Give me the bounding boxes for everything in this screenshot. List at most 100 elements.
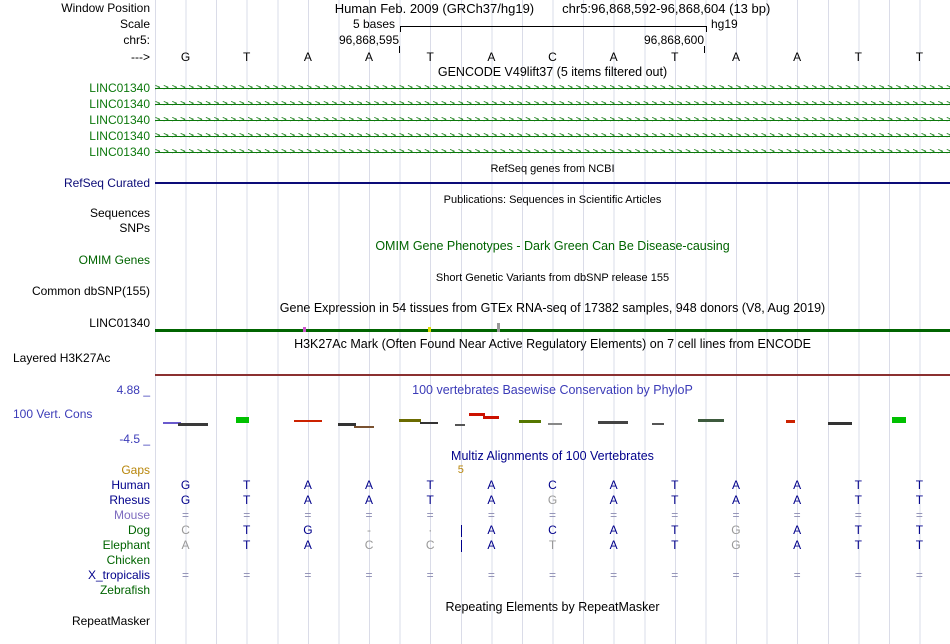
gap-size-label: 5 — [457, 464, 464, 476]
refseq-curated-label[interactable]: RefSeq Curated — [63, 176, 150, 190]
gencode-title[interactable]: GENCODE V49lift37 (5 items filtered out) — [437, 65, 668, 79]
multiz-species-label[interactable]: Rhesus — [109, 493, 150, 507]
alignment-base: T — [854, 493, 862, 507]
alignment-base: A — [609, 523, 618, 537]
alignment-base: A — [487, 478, 496, 492]
multiz-species-label[interactable]: Mouse — [113, 508, 150, 522]
alignment-base: A — [731, 478, 740, 492]
alignment-base: A — [793, 523, 802, 537]
publications-title[interactable]: Publications: Sequences in Scientific Ar… — [443, 194, 662, 206]
base-letter: T — [671, 50, 679, 64]
alignment-base: = — [487, 568, 495, 582]
transcript-line — [155, 104, 950, 105]
coordinate-tick-left — [399, 46, 400, 53]
multiz-row: C T G - · A C A T G A T T — [155, 523, 950, 538]
omim-title[interactable]: OMIM Gene Phenotypes - Dark Green Can Be… — [375, 239, 730, 253]
gtex-track[interactable] — [155, 322, 950, 336]
multiz-species-label[interactable]: Zebrafish — [99, 583, 150, 597]
gencode-track-label[interactable]: LINC01340 — [89, 97, 150, 111]
alignment-base: T — [915, 523, 924, 537]
multiz-species-label[interactable]: Human — [111, 478, 150, 492]
alignment-base: C — [548, 478, 557, 492]
base-letter: A — [487, 50, 496, 64]
alignment-base: T — [243, 493, 251, 507]
alignment-base: T — [671, 538, 679, 552]
omim-genes-label[interactable]: OMIM Genes — [78, 253, 150, 267]
alignment-base: = — [610, 508, 618, 522]
alignment-base: T — [548, 538, 557, 552]
alignment-base: T — [243, 523, 251, 537]
alignment-base: = — [304, 508, 312, 522]
sequences-label[interactable]: Sequences — [89, 206, 150, 220]
alignment-base: G — [731, 523, 741, 537]
dbsnp-label[interactable]: Common dbSNP(155) — [31, 284, 150, 298]
transcript-line — [155, 88, 950, 89]
multiz-title[interactable]: Multiz Alignments of 100 Vertebrates — [451, 449, 654, 463]
gencode-rows: >>>>>>>>>>>>>>>>>>>>>>>>>>>>>>>>>>>>>>>>… — [155, 80, 950, 160]
base-letter: T — [915, 50, 924, 64]
multiz-species-label[interactable]: Chicken — [106, 553, 150, 567]
alignment-base: A — [303, 478, 312, 492]
gencode-track-label[interactable]: LINC01340 — [89, 113, 150, 127]
base-letter: T — [426, 50, 434, 64]
gencode-transcript[interactable]: >>>>>>>>>>>>>>>>>>>>>>>>>>>>>>>>>>>>>>>>… — [155, 80, 950, 96]
alignment-base: A — [487, 493, 496, 507]
strand-arrows: >>>>>>>>>>>>>>>>>>>>>>>>>>>>>>>>>>>>>>>>… — [155, 83, 950, 93]
h3k27ac-label[interactable]: Layered H3K27Ac — [13, 351, 111, 365]
gencode-track-label[interactable]: LINC01340 — [89, 129, 150, 143]
refseq-title[interactable]: RefSeq genes from NCBI — [490, 163, 615, 175]
alignment-base: = — [793, 568, 801, 582]
h3k27ac-track — [155, 374, 950, 376]
gencode-transcript[interactable]: >>>>>>>>>>>>>>>>>>>>>>>>>>>>>>>>>>>>>>>>… — [155, 128, 950, 144]
gencode-transcript[interactable]: >>>>>>>>>>>>>>>>>>>>>>>>>>>>>>>>>>>>>>>>… — [155, 144, 950, 160]
conservation-label[interactable]: 100 Vert. Cons — [13, 407, 93, 421]
multiz-species-label[interactable]: X_tropicalis — [87, 568, 150, 582]
gtex-gene-label[interactable]: LINC01340 — [89, 316, 150, 330]
refseq-curated-track[interactable] — [155, 182, 950, 184]
transcript-line — [155, 136, 950, 137]
gencode-track-label[interactable]: LINC01340 — [89, 81, 150, 95]
alignment-base: A — [487, 523, 496, 537]
repeatmasker-label[interactable]: RepeatMasker — [71, 614, 150, 628]
multiz-species-label[interactable]: Elephant — [102, 538, 150, 552]
repeatmasker-title[interactable]: Repeating Elements by RepeatMasker — [445, 600, 660, 614]
alignment-base: = — [610, 568, 618, 582]
alignment-base: A — [609, 478, 618, 492]
gtex-title[interactable]: Gene Expression in 54 tissues from GTEx … — [279, 301, 826, 315]
multiz-row: = = = = = = = = = = = = = — [155, 508, 950, 523]
alignment-base: T — [854, 478, 862, 492]
gencode-transcript[interactable]: >>>>>>>>>>>>>>>>>>>>>>>>>>>>>>>>>>>>>>>>… — [155, 112, 950, 128]
base-letter: T — [854, 50, 862, 64]
alignment-base: G — [547, 493, 558, 507]
alignment-base: = — [548, 508, 557, 522]
alignment-base: · — [428, 523, 433, 537]
alignment-base: T — [915, 478, 924, 492]
scale-value: 5 bases — [352, 17, 395, 31]
alignment-base: T — [671, 493, 679, 507]
alignment-base: - — [367, 523, 372, 537]
gencode-track-label[interactable]: LINC01340 — [89, 145, 150, 159]
gencode-transcript[interactable]: >>>>>>>>>>>>>>>>>>>>>>>>>>>>>>>>>>>>>>>>… — [155, 96, 950, 112]
alignment-base: = — [671, 568, 679, 582]
multiz-row: 5 — [155, 463, 950, 478]
alignment-base: T — [915, 493, 924, 507]
multiz-species-label[interactable]: Dog — [127, 523, 150, 537]
position-range: chr5:96,868,592-96,868,604 (13 bp) — [562, 1, 771, 16]
alignment-base: T — [854, 523, 862, 537]
alignment-base: A — [793, 493, 802, 507]
dbsnp-title[interactable]: Short Genetic Variants from dbSNP releas… — [435, 272, 670, 284]
h3k27ac-title[interactable]: H3K27Ac Mark (Often Found Near Active Re… — [294, 337, 811, 351]
snps-label[interactable]: SNPs — [119, 221, 150, 235]
multiz-species-label[interactable]: Gaps — [121, 463, 150, 477]
conservation-max: 4.88 _ — [116, 383, 150, 397]
conservation-title[interactable]: 100 vertebrates Basewise Conservation by… — [412, 383, 693, 397]
alignment-base: = — [732, 508, 740, 522]
browser-position-header: Human Feb. 2009 (GRCh37/hg19) chr5:96,868… — [155, 1, 950, 16]
alignment-base: = — [487, 508, 495, 522]
gtex-ticks — [155, 322, 950, 336]
scale-label: Scale — [119, 17, 150, 31]
alignment-base: = — [365, 508, 373, 522]
